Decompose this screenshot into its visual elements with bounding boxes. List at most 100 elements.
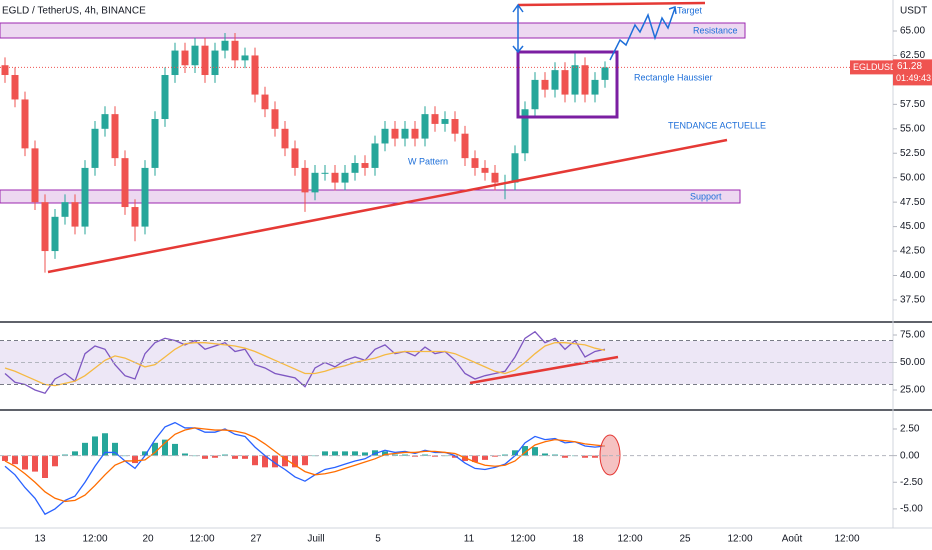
price-label: 61.28 [897, 61, 922, 72]
histogram-bar [102, 433, 108, 456]
projection-path [609, 6, 677, 61]
candle-body [271, 109, 279, 129]
annotation: W Pattern [408, 156, 448, 166]
annotation: Resistance [693, 25, 738, 35]
histogram-bar [342, 451, 348, 456]
candle-body [361, 163, 369, 168]
histogram-bar [272, 455, 278, 468]
candle-body [171, 50, 179, 76]
histogram-bar [582, 455, 588, 458]
symbol-tag [850, 60, 893, 75]
histogram-bar [172, 443, 178, 456]
histogram-bar [502, 454, 508, 456]
candle-body [231, 40, 239, 61]
annotation: TENDANCE ACTUELLE [668, 120, 766, 130]
histogram-bar [62, 454, 68, 456]
histogram-bar [362, 452, 368, 456]
candle-body [411, 128, 419, 139]
candle-body [441, 119, 449, 124]
candle-body [481, 167, 489, 173]
histogram-bar [252, 455, 258, 466]
histogram-bar [22, 455, 28, 470]
histogram-bar [412, 455, 418, 457]
candle-body [61, 202, 69, 217]
trend-line [47, 138, 728, 274]
x-tick-label: 12:00 [617, 534, 642, 545]
series-line [4, 330, 606, 395]
candle-body [241, 55, 249, 61]
candle-body [201, 45, 209, 76]
y-tick-label: -5.00 [900, 504, 923, 515]
histogram-bar [122, 455, 128, 457]
candle-body [251, 55, 259, 95]
y-tick-label: 42.50 [900, 246, 925, 257]
candle-body [151, 119, 159, 168]
chart-title: EGLD / TetherUS, 4h, BINANCE [2, 6, 146, 17]
candle-body [181, 50, 189, 66]
histogram-bar [112, 442, 118, 456]
annotation: Support [690, 191, 722, 201]
x-tick-label: 20 [142, 534, 154, 545]
x-tick-label: 12:00 [727, 534, 752, 545]
histogram-bar [592, 455, 598, 458]
histogram-bar [322, 451, 328, 456]
histogram-bar [72, 451, 78, 456]
candle-body [211, 50, 219, 76]
support-zone [0, 189, 741, 204]
candle-body [301, 167, 309, 193]
y-tick-label: 45.00 [900, 221, 925, 232]
y-tick-label: 25.00 [900, 385, 925, 396]
candle-body [21, 99, 29, 149]
histogram-bar [42, 455, 48, 478]
candle-body [421, 114, 429, 139]
histogram-bar [422, 454, 428, 456]
candle-body [291, 148, 299, 168]
histogram-bar [352, 451, 358, 456]
histogram-bar [32, 455, 38, 472]
candle-body [461, 133, 469, 159]
histogram-bar [522, 446, 528, 456]
candle-body [521, 109, 529, 154]
candle-body [141, 167, 149, 227]
price-tag [893, 59, 932, 86]
candle-body [601, 67, 609, 80]
candle-body [41, 202, 49, 252]
x-tick-label: Août [782, 534, 803, 545]
candle-body [561, 70, 569, 95]
candle-body [81, 167, 89, 227]
height-arrow [512, 3, 524, 54]
candle-body [551, 70, 559, 90]
y-tick-label: 75.00 [900, 330, 925, 341]
candle-body [311, 172, 319, 193]
histogram-bar [282, 455, 288, 467]
rectangle-pattern [516, 50, 619, 119]
histogram-bar [52, 455, 58, 467]
candle-body [131, 207, 139, 227]
candle-body [541, 79, 549, 90]
candle-body [321, 172, 329, 174]
histogram-bar [402, 454, 408, 456]
y-tick-label: 40.00 [900, 270, 925, 281]
candle-body [351, 163, 359, 173]
x-tick-label: 12:00 [189, 534, 214, 545]
candle-body [431, 114, 439, 124]
x-tick-label: 12:00 [82, 534, 107, 545]
rsi-trend-line [469, 355, 619, 385]
histogram-bar [532, 447, 538, 456]
candle-body [221, 40, 229, 51]
histogram-bar [332, 451, 338, 456]
candle-body [31, 148, 39, 203]
x-tick-label: Juill [307, 534, 324, 545]
histogram-bar [482, 455, 488, 460]
x-tick-label: 18 [572, 534, 584, 545]
candle-body [401, 128, 409, 139]
candle-body [531, 79, 539, 110]
series-line [4, 342, 606, 387]
candle-body [261, 94, 269, 110]
histogram-bar [492, 455, 498, 457]
histogram-bar [142, 451, 148, 456]
x-tick-label: 13 [34, 534, 46, 545]
histogram-bar [542, 453, 548, 456]
histogram-bar [392, 454, 398, 456]
x-tick-label: 12:00 [510, 534, 535, 545]
